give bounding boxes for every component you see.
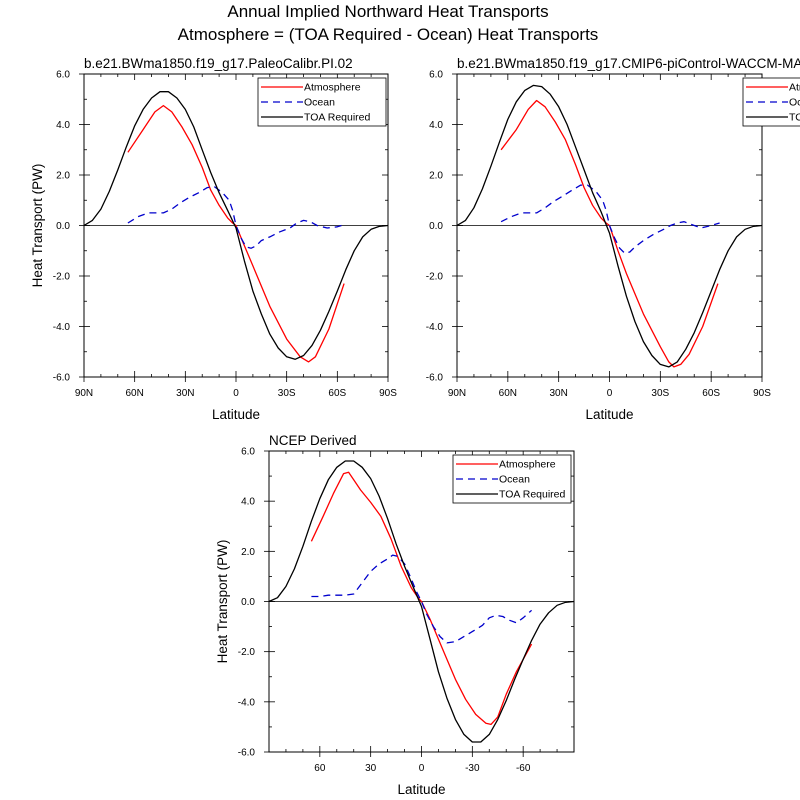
x-tick-label: 0 xyxy=(419,763,425,774)
panel-title: NCEP Derived xyxy=(269,433,357,448)
series-line-atmosphere xyxy=(310,471,533,726)
y-tick-label: -4.0 xyxy=(53,322,71,333)
x-tick-label: 90S xyxy=(379,388,397,399)
legend-label: Atmosphere xyxy=(789,82,800,94)
legend-label: Ocean xyxy=(499,474,530,486)
legend: Atmosphere Ocean TOA Required xyxy=(452,454,572,504)
y-tick-label: 2.0 xyxy=(56,171,70,182)
series-line-toa-required xyxy=(269,460,574,743)
series-line-toa-required xyxy=(84,91,388,360)
y-tick-label: 4.0 xyxy=(56,120,70,131)
y-tick-label: 0.0 xyxy=(56,221,70,232)
y-axis-label: Heat Transport (PW) xyxy=(215,540,230,664)
x-tick-label: 0 xyxy=(607,388,613,399)
x-tick-label: 30 xyxy=(365,763,377,774)
x-tick-label: 90N xyxy=(448,388,466,399)
x-tick-label: -30 xyxy=(465,763,480,774)
legend-label: TOA Required xyxy=(304,112,371,124)
legend-label: Atmosphere xyxy=(499,459,556,471)
panel-title: b.e21.BWma1850.f19_g17.PaleoCalibr.PI.02 xyxy=(84,56,353,71)
legend: Atmosphere Ocean TOA Required xyxy=(257,77,387,127)
x-tick-label: 0 xyxy=(233,388,239,399)
x-axis-label: Latitude xyxy=(585,407,633,422)
x-axis-label: Latitude xyxy=(212,407,260,422)
legend-label: Ocean xyxy=(789,97,800,109)
y-tick-label: -2.0 xyxy=(238,647,256,658)
series-group xyxy=(84,91,388,363)
legend-label: TOA Required xyxy=(499,489,566,501)
series-line-atmosphere xyxy=(127,104,345,363)
y-axis-label: Heat Transport (PW) xyxy=(30,164,45,288)
legend-label: Atmosphere xyxy=(304,82,361,94)
chart-panel-3: NCEP Derived 60 30 0 -30 -60 6.0 4.0 2.0 0.0 -2.0 -… xyxy=(215,433,575,797)
y-tick-label: -2.0 xyxy=(53,272,71,283)
series-line-ocean xyxy=(127,185,346,249)
series-group xyxy=(269,460,574,743)
series-line-ocean xyxy=(311,554,533,644)
y-tick-label: 6.0 xyxy=(241,447,255,458)
y-tick-label: -4.0 xyxy=(238,697,256,708)
y-tick-label: -6.0 xyxy=(53,373,71,384)
x-tick-label: 30N xyxy=(549,388,567,399)
legend-label: TOA Required xyxy=(789,112,800,124)
x-tick-label: 60 xyxy=(314,763,326,774)
legend: Atmosphere Ocean TOA Required xyxy=(742,77,800,127)
y-tick-label: -6.0 xyxy=(238,748,256,759)
legend-label: Ocean xyxy=(304,97,335,109)
y-tick-label: -2.0 xyxy=(426,272,444,283)
x-tick-label: -60 xyxy=(516,763,531,774)
x-tick-label: 30N xyxy=(176,388,194,399)
y-tick-label: 2.0 xyxy=(241,547,255,558)
y-tick-label: 4.0 xyxy=(429,120,443,131)
y-tick-label: 6.0 xyxy=(429,70,443,81)
x-tick-label: 60S xyxy=(702,388,720,399)
y-tick-label: 2.0 xyxy=(429,171,443,182)
y-tick-label: 0.0 xyxy=(241,597,255,608)
x-tick-label: 90N xyxy=(75,388,93,399)
x-tick-label: 60N xyxy=(125,388,143,399)
y-tick-label: 6.0 xyxy=(56,70,70,81)
figure-title-line-1: Annual Implied Northward Heat Transports xyxy=(227,2,548,21)
y-tick-label: -6.0 xyxy=(426,373,444,384)
series-line-toa-required xyxy=(457,84,762,368)
x-tick-label: 60S xyxy=(328,388,346,399)
figure-title-line-2: Atmosphere = (TOA Required - Ocean) Heat… xyxy=(178,25,599,44)
x-tick-label: 30S xyxy=(278,388,296,399)
series-group xyxy=(457,84,762,368)
x-tick-label: 30S xyxy=(651,388,669,399)
chart-panel-2: b.e21.BWma1850.f19_g17.CMIP6-piControl-W… xyxy=(426,56,800,422)
y-tick-label: 4.0 xyxy=(241,497,255,508)
panel-title: b.e21.BWma1850.f19_g17.CMIP6-piControl-W… xyxy=(457,56,800,71)
y-tick-label: 0.0 xyxy=(429,221,443,232)
series-line-ocean xyxy=(500,184,720,254)
x-axis-label: Latitude xyxy=(397,782,445,797)
x-tick-label: 60N xyxy=(499,388,517,399)
x-tick-label: 90S xyxy=(753,388,771,399)
y-tick-label: -4.0 xyxy=(426,322,444,333)
chart-panel-1: b.e21.BWma1850.f19_g17.PaleoCalibr.PI.02… xyxy=(30,56,397,422)
